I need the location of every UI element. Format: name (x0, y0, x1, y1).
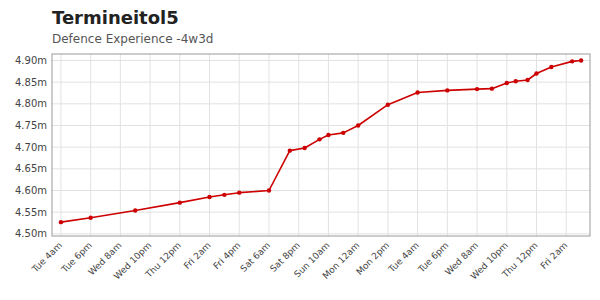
subtitle: Defence Experience -4w3d (52, 32, 213, 46)
y-tick-label: 4.85m (15, 77, 47, 88)
x-grid-line (477, 54, 478, 236)
point (579, 58, 583, 62)
axes: 4.50m 4.55m 4.60m 4.65m 4.70m 4.75m 4.80m 4.85m… (15, 54, 590, 281)
y-tick-label: 4.70m (15, 142, 47, 153)
point (356, 123, 360, 127)
point (415, 90, 419, 94)
point (326, 133, 330, 137)
point (525, 78, 529, 82)
x-tick-label: Fri 2am (539, 240, 570, 271)
x-grid-line (566, 54, 567, 236)
line (61, 61, 581, 223)
x-grid-line (447, 54, 448, 236)
x-grid-line (209, 54, 210, 236)
x-grid-line (268, 54, 269, 236)
title: Termineitol5 (52, 7, 179, 28)
point (570, 59, 574, 63)
x-grid-line (298, 54, 299, 236)
point (178, 200, 182, 204)
x-tick-label: Thu 12pm (143, 240, 183, 280)
chart: Termineitol5 Defence Experience -4w3d 4.50… (0, 0, 600, 300)
x-grid-line (387, 54, 388, 236)
y-tick-label: 4.80m (15, 98, 47, 109)
y-grid-line (52, 212, 590, 213)
x-grid-line (90, 54, 91, 236)
x-tick-label: Fri 2am (182, 240, 213, 271)
x-grid-line (179, 54, 180, 236)
point (133, 208, 137, 212)
x-grid-line (328, 54, 329, 236)
point (222, 193, 226, 197)
y-tick-label: 4.90m (15, 55, 47, 66)
x-grid-line (417, 54, 418, 236)
x-grid-line (239, 54, 240, 236)
x-tick-label: Mon 2pm (354, 240, 391, 277)
grid (52, 54, 590, 236)
point (490, 86, 494, 90)
point (341, 131, 345, 135)
y-grid-line (52, 125, 590, 126)
x-grid-line (120, 54, 121, 236)
x-grid-line (358, 54, 359, 236)
point (445, 88, 449, 92)
y-grid-line (52, 103, 590, 104)
x-tick-label: Tue 4am (29, 240, 64, 275)
y-tick-label: 4.60m (15, 185, 47, 196)
y-tick-label: 4.75m (15, 120, 47, 131)
x-tick-label: Tue 4am (386, 240, 421, 275)
y-tick-label: 4.55m (15, 207, 47, 218)
x-tick-label: Sat 6am (238, 240, 272, 274)
point (237, 190, 241, 194)
x-tick-label: Thu 12pm (500, 240, 540, 280)
plot-frame (52, 54, 590, 236)
x-grid-line (536, 54, 537, 236)
x-grid-line (60, 54, 61, 236)
point (207, 195, 211, 199)
point (267, 188, 271, 192)
y-grid-line (52, 190, 590, 191)
y-tick-label: 4.65m (15, 163, 47, 174)
y-grid-line (52, 233, 590, 234)
point (317, 137, 321, 141)
point (505, 81, 509, 85)
point (513, 79, 517, 83)
point (386, 103, 390, 107)
y-grid-line (52, 168, 590, 169)
y-tick-label: 4.50m (15, 228, 47, 239)
y-grid-line (52, 147, 590, 148)
x-tick-label: Mon 12am (321, 240, 362, 281)
data (59, 58, 584, 224)
point (475, 87, 479, 91)
point (288, 148, 292, 152)
y-grid-line (52, 60, 590, 61)
point (88, 216, 92, 220)
point (302, 146, 306, 150)
point (59, 220, 63, 224)
point (549, 65, 553, 69)
point (534, 71, 538, 75)
